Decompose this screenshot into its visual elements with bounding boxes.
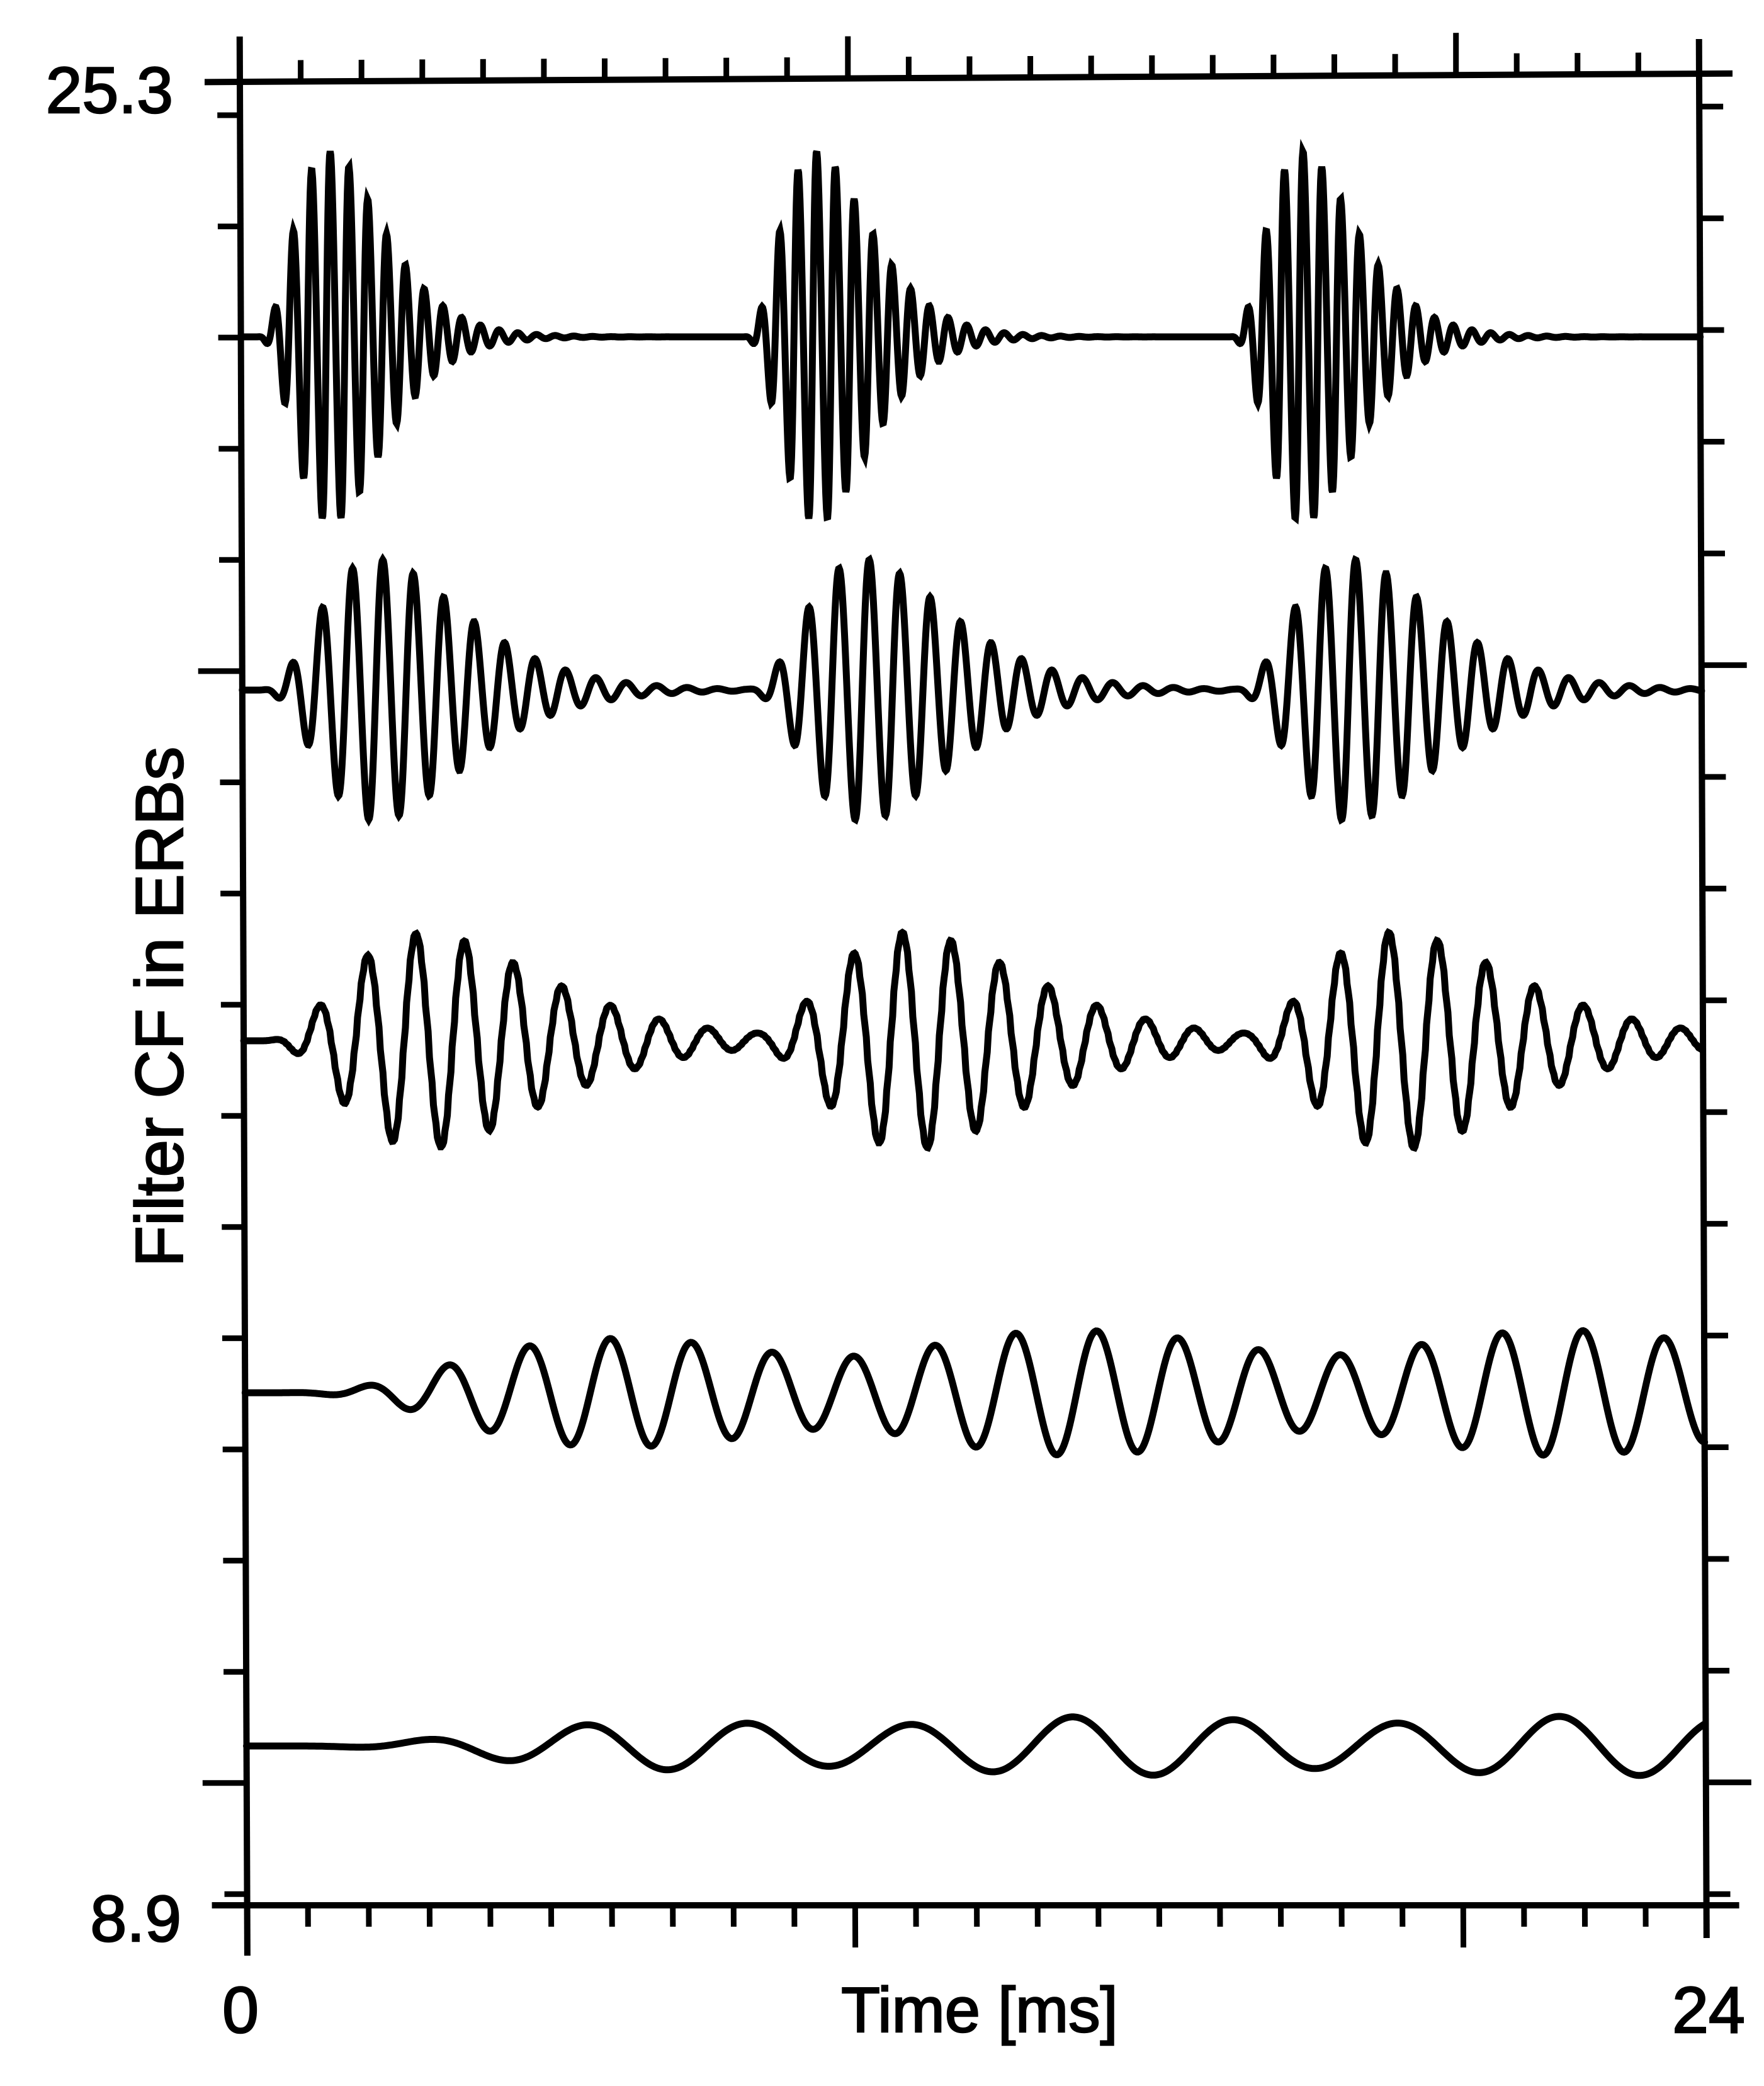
svg-text:25.3: 25.3 (46, 54, 173, 127)
svg-text:Time [ms]: Time [ms] (841, 1975, 1118, 2046)
svg-text:Filter CF in ERBs: Filter CF in ERBs (122, 747, 197, 1267)
svg-text:8.9: 8.9 (90, 1883, 181, 1956)
svg-text:0: 0 (222, 1974, 259, 2047)
svg-text:24: 24 (1672, 1974, 1745, 2047)
